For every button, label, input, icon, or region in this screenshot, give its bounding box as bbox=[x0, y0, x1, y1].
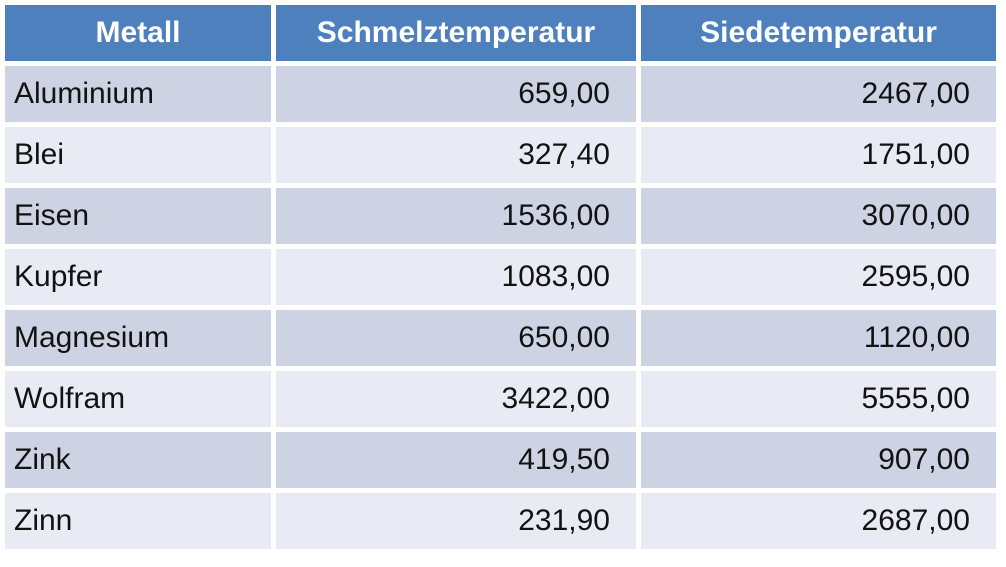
metal-name-cell: Magnesium bbox=[5, 310, 271, 366]
metal-name-cell: Eisen bbox=[5, 188, 271, 244]
siedetemperatur-cell: 3070,00 bbox=[641, 188, 996, 244]
table-row: Eisen 1536,00 3070,00 bbox=[5, 188, 996, 244]
table-row: Kupfer 1083,00 2595,00 bbox=[5, 249, 996, 305]
siedetemperatur-cell: 907,00 bbox=[641, 432, 996, 488]
metal-name-cell: Zinn bbox=[5, 493, 271, 549]
metal-name-cell: Blei bbox=[5, 127, 271, 183]
siedetemperatur-cell: 2687,00 bbox=[641, 493, 996, 549]
schmelztemperatur-cell: 327,40 bbox=[276, 127, 636, 183]
metal-name-cell: Wolfram bbox=[5, 371, 271, 427]
siedetemperatur-cell: 1120,00 bbox=[641, 310, 996, 366]
siedetemperatur-cell: 1751,00 bbox=[641, 127, 996, 183]
schmelztemperatur-cell: 659,00 bbox=[276, 66, 636, 122]
column-header-siedetemperatur: Siedetemperatur bbox=[641, 5, 996, 61]
metals-table: Metall Schmelztemperatur Siedetemperatur… bbox=[5, 5, 996, 549]
siedetemperatur-cell: 2595,00 bbox=[641, 249, 996, 305]
column-header-schmelztemperatur: Schmelztemperatur bbox=[276, 5, 636, 61]
siedetemperatur-cell: 5555,00 bbox=[641, 371, 996, 427]
table-row: Zinn 231,90 2687,00 bbox=[5, 493, 996, 549]
table-row: Zink 419,50 907,00 bbox=[5, 432, 996, 488]
column-header-metall: Metall bbox=[5, 5, 271, 61]
table-row: Blei 327,40 1751,00 bbox=[5, 127, 996, 183]
table-header: Metall Schmelztemperatur Siedetemperatur bbox=[5, 5, 996, 61]
schmelztemperatur-cell: 231,90 bbox=[276, 493, 636, 549]
metal-name-cell: Kupfer bbox=[5, 249, 271, 305]
metal-name-cell: Zink bbox=[5, 432, 271, 488]
table-row: Wolfram 3422,00 5555,00 bbox=[5, 371, 996, 427]
schmelztemperatur-cell: 1536,00 bbox=[276, 188, 636, 244]
schmelztemperatur-cell: 419,50 bbox=[276, 432, 636, 488]
header-row: Metall Schmelztemperatur Siedetemperatur bbox=[5, 5, 996, 61]
metal-name-cell: Aluminium bbox=[5, 66, 271, 122]
table-row: Magnesium 650,00 1120,00 bbox=[5, 310, 996, 366]
table-row: Aluminium 659,00 2467,00 bbox=[5, 66, 996, 122]
schmelztemperatur-cell: 3422,00 bbox=[276, 371, 636, 427]
schmelztemperatur-cell: 1083,00 bbox=[276, 249, 636, 305]
siedetemperatur-cell: 2467,00 bbox=[641, 66, 996, 122]
schmelztemperatur-cell: 650,00 bbox=[276, 310, 636, 366]
table-body: Aluminium 659,00 2467,00 Blei 327,40 1751,00 E… bbox=[5, 66, 996, 549]
